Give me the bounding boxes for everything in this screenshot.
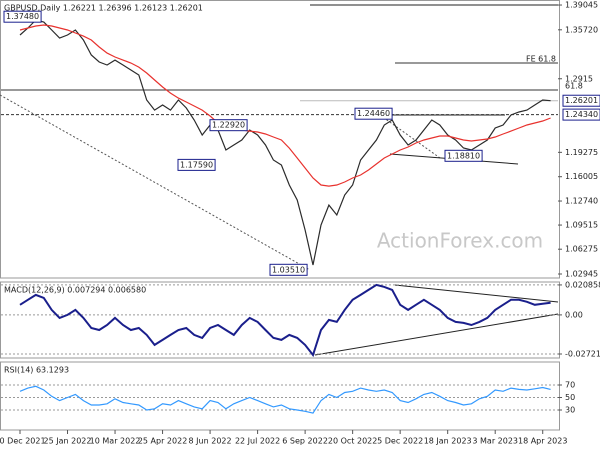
- x-tick-label: 10 Dec 2021: [0, 437, 46, 446]
- price-label: 1.18810: [447, 151, 480, 160]
- y-tick-label: 1.16005: [565, 172, 598, 181]
- price-label-box: [209, 119, 248, 132]
- y-tick-label: 1.02945: [565, 270, 598, 279]
- y-tick-label: 1.2915: [565, 74, 593, 83]
- y-tick-label: 70: [565, 381, 575, 390]
- macd-trend: [394, 284, 559, 303]
- price-label-box: [354, 107, 393, 120]
- series-line: [19, 24, 551, 187]
- x-tick-label: 6 Sep 2022: [282, 437, 328, 446]
- x-tick-label: 3 Mar 2023: [472, 437, 518, 446]
- x-tick-label: 20 Oct 2022: [328, 437, 377, 446]
- y-tick-label: 30: [565, 406, 575, 415]
- panel-title: RSI(14) 63.1293: [4, 366, 69, 375]
- price-label: 1.17590: [180, 160, 213, 169]
- rsi-panel: [0, 361, 560, 431]
- price-label-box: [444, 149, 483, 162]
- price-label: 1.24460: [357, 109, 390, 118]
- price-label-box: [3, 10, 42, 23]
- x-tick-label: 18 Jan 2023: [424, 437, 472, 446]
- panel-title: MACD(12,26,9) 0.007294 0.006580: [4, 286, 146, 295]
- x-tick-label: 18 Apr 2023: [518, 437, 567, 446]
- y-tick-label: 1.39045: [565, 1, 598, 10]
- y-tick-label: 0.020858: [565, 280, 600, 289]
- current-level-label: 1.24340: [565, 110, 598, 119]
- x-tick-label: 10 Mar 2022: [90, 437, 141, 446]
- trend-line: [379, 114, 441, 159]
- y-tick-label: 0.00: [565, 310, 583, 319]
- macd-panel: [0, 281, 560, 359]
- y-tick-label: 1.35720: [565, 25, 598, 34]
- price-label: 1.22920: [212, 121, 245, 130]
- price-label-box: [177, 158, 216, 171]
- y-tick-label: 1.12740: [565, 197, 598, 206]
- price-label: 1.03510: [272, 265, 305, 274]
- level-label: 61.8: [565, 82, 583, 91]
- y-tick-label: -0.027213: [565, 349, 600, 358]
- x-tick-label: 25 Apr 2022: [138, 437, 187, 446]
- level-label: FE 61.8: [526, 55, 556, 64]
- x-tick-label: 8 Jun 2022: [189, 437, 232, 446]
- y-tick-label: 1.19275: [565, 148, 598, 157]
- series-line: [19, 19, 551, 266]
- current-level-label: 1.26201: [565, 96, 598, 105]
- price-label: 1.37480: [6, 12, 39, 21]
- y-tick-label: 1.06275: [565, 245, 598, 254]
- current-level-label-box: [562, 94, 600, 107]
- y-tick-label: 1.09515: [565, 221, 598, 230]
- x-tick-label: 25 Jan 2022: [44, 437, 92, 446]
- price-panel: [0, 0, 560, 279]
- price-label-box: [269, 263, 308, 276]
- y-tick-label: 50: [565, 393, 575, 402]
- watermark: ActionForex.com: [377, 229, 543, 253]
- series-line: [19, 385, 551, 414]
- panel-title: GBPUSD,Daily 1.26221 1.26396 1.26123 1.2…: [4, 4, 203, 13]
- x-tick-label: 5 Dec 2022: [377, 437, 423, 446]
- trend-line: [0, 94, 311, 271]
- macd-trend: [314, 313, 559, 356]
- series-line: [19, 283, 551, 358]
- current-level-label-box: [562, 108, 600, 121]
- x-tick-label: 22 Jul 2022: [235, 437, 280, 446]
